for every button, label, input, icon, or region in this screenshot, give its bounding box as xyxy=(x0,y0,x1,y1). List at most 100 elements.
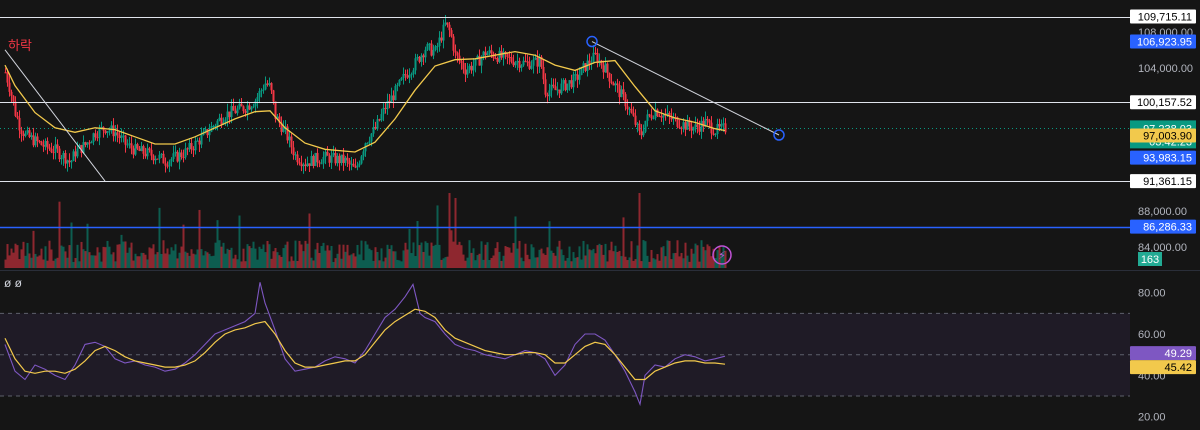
volume-bar xyxy=(372,260,375,268)
volume-bar xyxy=(66,257,69,268)
volume-bar xyxy=(56,257,59,268)
candle-body xyxy=(552,84,555,87)
candle-body xyxy=(286,126,289,141)
volume-bar xyxy=(374,247,377,268)
candle-body xyxy=(690,126,693,131)
candle-body xyxy=(662,114,665,118)
volume-badge-bg xyxy=(1138,252,1162,266)
volume-bar xyxy=(606,261,609,268)
candle-body xyxy=(630,108,633,113)
candle-body xyxy=(124,135,127,145)
candle-body xyxy=(32,135,35,146)
volume-bar xyxy=(22,241,25,268)
candle-body xyxy=(544,79,547,95)
volume-bar xyxy=(634,259,637,268)
volume-bar xyxy=(358,254,361,268)
candle-body xyxy=(346,157,349,161)
volume-bar xyxy=(482,259,485,268)
oscillator-value-tag-bg xyxy=(1130,346,1196,361)
candle-body xyxy=(582,63,585,67)
volume-bar xyxy=(44,246,47,268)
candle-body xyxy=(516,60,519,63)
candle-body xyxy=(536,57,539,67)
candle-body xyxy=(640,130,643,136)
candle-body xyxy=(302,164,305,167)
candle-body xyxy=(520,65,523,68)
candle-body xyxy=(568,80,571,84)
volume-bar xyxy=(578,246,581,268)
candle-body xyxy=(106,131,109,134)
moving-average-tag: 97,003.90 xyxy=(1130,128,1196,143)
candle-body xyxy=(400,77,403,80)
candle-body xyxy=(606,63,609,74)
volume-bar xyxy=(556,246,559,268)
candle-body xyxy=(432,49,435,56)
volume-bar xyxy=(384,257,387,268)
candle-body xyxy=(496,58,499,62)
candle-body xyxy=(342,154,345,163)
candle-body xyxy=(612,83,615,86)
volume-bar xyxy=(260,248,263,268)
volume-bar xyxy=(620,256,623,268)
candle-body xyxy=(216,120,219,126)
candle-body xyxy=(118,135,121,139)
volume-bar xyxy=(354,256,357,268)
volume-bar xyxy=(670,259,673,268)
candle-body xyxy=(720,123,723,127)
candle-body xyxy=(638,123,641,131)
volume-bar xyxy=(228,249,231,268)
candle-body xyxy=(108,130,111,132)
volume-bar xyxy=(456,244,459,268)
volume-bar xyxy=(614,245,617,268)
volume-bar xyxy=(540,248,543,268)
volume-bar xyxy=(708,246,711,268)
candle-body xyxy=(242,106,245,112)
candle-body xyxy=(226,111,229,120)
volume-bar xyxy=(452,241,455,268)
volume-bar xyxy=(682,258,685,268)
volume-bar xyxy=(304,240,307,268)
candle-body xyxy=(70,161,73,163)
candle-body xyxy=(134,144,137,155)
candle-body xyxy=(370,133,373,142)
level-tag-4-bg xyxy=(1130,174,1196,189)
candle-body xyxy=(206,129,209,136)
volume-bar xyxy=(82,249,85,268)
candle-body xyxy=(6,72,9,83)
level-tag-3-bg xyxy=(1130,150,1196,165)
candle-body xyxy=(278,116,281,123)
volume-bar xyxy=(284,244,287,268)
oscillator-panel: ø ø xyxy=(0,270,1200,407)
candle-body xyxy=(412,70,415,75)
volume-bar xyxy=(576,257,579,268)
volume-bar xyxy=(182,224,185,268)
volume-bar xyxy=(398,260,401,268)
volume-bar xyxy=(616,251,619,268)
candle-body xyxy=(56,144,59,149)
volume-bar xyxy=(442,258,445,268)
candle-body xyxy=(250,107,253,110)
volume-bar xyxy=(710,256,713,268)
candle-body xyxy=(170,158,173,162)
oscillator-axis-tick-0: 80.00 xyxy=(1138,288,1166,300)
volume-bar xyxy=(676,240,679,268)
candle-body xyxy=(96,137,99,139)
candle-body xyxy=(564,80,567,91)
candle-body xyxy=(126,144,129,146)
volume-bar xyxy=(522,261,525,268)
level-tag-4-label: 91,361.15 xyxy=(1143,176,1192,188)
volume-bar xyxy=(144,254,147,268)
volume-bar xyxy=(330,245,333,268)
candle-body xyxy=(336,155,339,164)
candle-body xyxy=(12,95,15,102)
candle-body xyxy=(304,164,307,167)
candle-body xyxy=(284,126,287,128)
volume-bar xyxy=(110,254,113,268)
volume-bar xyxy=(508,247,511,268)
candle-body xyxy=(132,148,135,155)
candle-body xyxy=(272,90,275,102)
candle-body xyxy=(184,148,187,158)
volume-bar xyxy=(724,250,727,268)
